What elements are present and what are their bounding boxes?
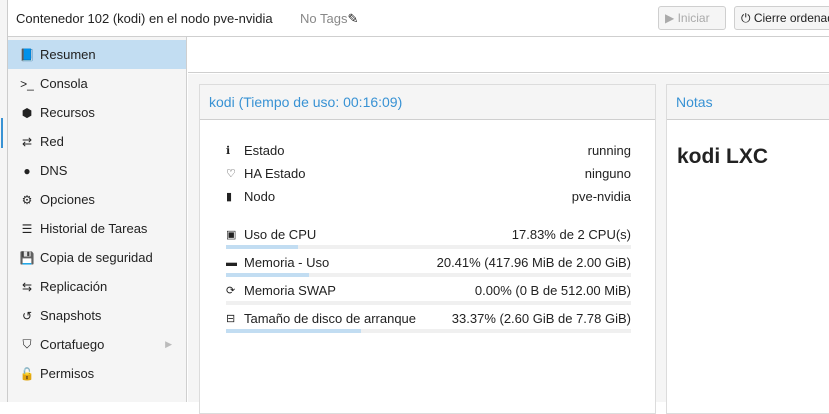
sidebar: 📘 Resumen >_ Consola ⬢ Recursos ⇄ Red ● DNS ⚙ Opcio… — [8, 37, 187, 402]
usage-row: ⊟ Tamaño de disco de arranque 33.37% (2.60… — [226, 311, 631, 326]
sidebar-item-copia-de-seguridad[interactable]: 💾 Copia de seguridad — [8, 243, 186, 272]
sidebar-item-red[interactable]: ⇄ Red — [8, 127, 186, 156]
info-label: HA Estado — [244, 166, 306, 181]
usage-progress-bar — [226, 245, 631, 249]
usage-label: Memoria SWAP — [244, 283, 336, 298]
play-icon: ▶ — [665, 11, 675, 25]
sidebar-item-dns[interactable]: ● DNS — [8, 156, 186, 185]
sidebar-item-recursos[interactable]: ⬢ Recursos — [8, 98, 186, 127]
pencil-icon[interactable]: ✎ — [347, 11, 359, 26]
shutdown-label: Cierre ordenado — [753, 11, 829, 25]
usage-row: ▬ Memoria - Uso 20.41% (417.96 MiB de 2.00… — [226, 255, 631, 270]
header: Contenedor 102 (kodi) en el nodo pve-nvi… — [8, 0, 829, 37]
book-icon: 📘 — [19, 47, 35, 62]
usage-progress-fill — [226, 273, 309, 277]
tags-label: No Tags — [300, 11, 348, 26]
usage-label: Uso de CPU — [244, 227, 317, 242]
sidebar-item-cortafuego[interactable]: ⛉ Cortafuego ▶ — [8, 330, 186, 359]
cpu-icon: ▣ — [226, 229, 237, 241]
sidebar-item-label: Opciones — [40, 192, 95, 207]
sidebar-item-opciones[interactable]: ⚙ Opciones — [8, 185, 186, 214]
status-panel-title: kodi (Tiempo de uso: 00:16:09) — [200, 85, 655, 120]
usage-progress-bar — [226, 301, 631, 305]
usage-progress-fill — [226, 329, 362, 333]
heartbeat-icon: ♡ — [226, 168, 236, 180]
shield-icon: ⛉ — [22, 337, 32, 351]
floppy-icon: 💾 — [19, 250, 35, 265]
sidebar-item-label: Permisos — [40, 366, 95, 381]
sidebar-item-snapshots[interactable]: ↺ Snapshots — [8, 301, 186, 330]
exchange-icon: ⇄ — [21, 134, 33, 149]
usage-label: Memoria - Uso — [244, 255, 330, 270]
info-row: ℹ Estado running — [226, 143, 631, 158]
usage-progress-fill — [226, 245, 299, 249]
sidebar-item-label: DNS — [40, 163, 68, 178]
sidebar-item-label: Cortafuego — [40, 337, 105, 352]
sidebar-item-label: Resumen — [40, 47, 96, 62]
history-icon: ↺ — [21, 308, 33, 323]
globe-icon: ● — [23, 163, 31, 178]
info-value: running — [587, 143, 631, 158]
notes-panel: Notas kodi LXC — [666, 84, 829, 414]
sidebar-item-label: Snapshots — [40, 308, 102, 323]
gear-icon: ⚙ — [21, 192, 33, 207]
usage-progress-bar — [226, 273, 631, 277]
sidebar-item-label: Copia de seguridad — [40, 250, 153, 265]
sidebar-item-label: Recursos — [40, 105, 95, 120]
start-label: Iniciar — [677, 11, 710, 25]
terminal-icon: >_ — [20, 76, 34, 91]
notes-content: kodi LXC — [677, 145, 769, 168]
info-value: pve-nvidia — [571, 189, 631, 204]
sidebar-item-resumen[interactable]: 📘 Resumen — [8, 40, 186, 69]
status-panel: kodi (Tiempo de uso: 00:16:09) ℹ Estado ru… — [199, 84, 656, 414]
hdd-icon: ⊟ — [226, 313, 236, 325]
power-icon: ⏻ — [741, 11, 751, 25]
unlock-icon: 🔓 — [19, 366, 35, 381]
expand-arrow-icon[interactable]: ▶ — [165, 339, 172, 349]
shutdown-button[interactable]: ⏻ Cierre ordenado — [734, 6, 829, 30]
list-icon: ☰ — [21, 221, 33, 236]
info-row: ♡ HA Estado ninguno — [226, 166, 631, 181]
sidebar-item-replicaci-n[interactable]: ⇆ Replicación — [8, 272, 186, 301]
retweet-icon: ⇆ — [21, 279, 33, 294]
main-content: kodi (Tiempo de uso: 00:16:09) ℹ Estado ru… — [188, 74, 829, 414]
info-row: ▮ Nodo pve-nvidia — [226, 189, 631, 204]
usage-value: 20.41% (417.96 MiB de 2.00 GiB) — [436, 255, 631, 270]
usage-value: 0.00% (0 B de 512.00 MiB) — [474, 283, 631, 298]
info-label: Estado — [244, 143, 285, 158]
sidebar-item-permisos[interactable]: 🔓 Permisos — [8, 359, 186, 388]
cube-icon: ⬢ — [21, 105, 33, 120]
sidebar-item-label: Red — [40, 134, 64, 149]
memory-icon: ▬ — [226, 256, 237, 269]
usage-value: 33.37% (2.60 GiB de 7.78 GiB) — [451, 311, 631, 326]
usage-value: 17.83% de 2 CPU(s) — [511, 227, 631, 242]
start-button[interactable]: ▶ Iniciar — [658, 6, 726, 30]
info-value: ninguno — [584, 166, 631, 181]
sidebar-item-label: Replicación — [40, 279, 108, 294]
toolbar — [188, 37, 829, 73]
left-edge — [0, 0, 8, 402]
info-label: Nodo — [244, 189, 276, 204]
usage-row: ⟳ Memoria SWAP 0.00% (0 B de 512.00 MiB) — [226, 283, 631, 298]
left-indicator — [1, 118, 3, 148]
notes-panel-title: Notas — [667, 85, 829, 120]
sidebar-item-historial-de-tareas[interactable]: ☰ Historial de Tareas — [8, 214, 186, 243]
sidebar-item-label: Consola — [40, 76, 88, 91]
usage-progress-bar — [226, 329, 631, 333]
usage-label: Tamaño de disco de arranque — [244, 311, 417, 326]
tags[interactable]: No Tags✎ — [300, 11, 358, 27]
sidebar-item-consola[interactable]: >_ Consola — [8, 69, 186, 98]
page-title: Contenedor 102 (kodi) en el nodo pve-nvi… — [16, 11, 273, 26]
server-icon: ▮ — [226, 191, 233, 203]
swap-icon: ⟳ — [226, 285, 236, 297]
sidebar-item-label: Historial de Tareas — [40, 221, 148, 236]
usage-row: ▣ Uso de CPU 17.83% de 2 CPU(s) — [226, 227, 631, 242]
info-icon: ℹ — [226, 145, 231, 157]
